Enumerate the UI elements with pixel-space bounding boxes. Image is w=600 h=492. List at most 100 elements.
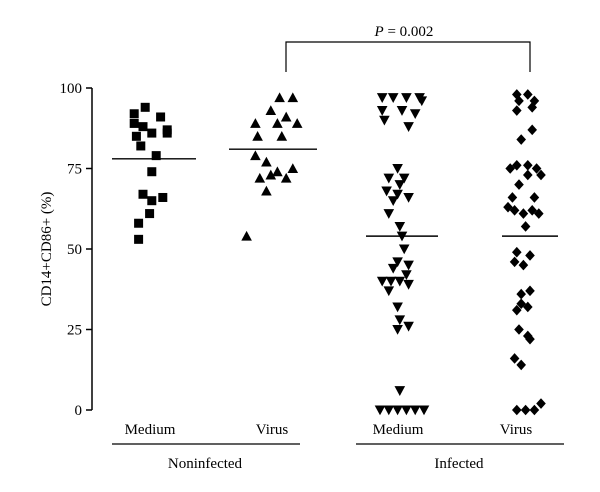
- data-point-diamond: [509, 205, 520, 216]
- data-point-triangle-down: [374, 405, 386, 416]
- data-point-square: [162, 128, 172, 138]
- data-points: [129, 89, 546, 416]
- data-point-triangle-down: [392, 257, 403, 268]
- category-label-infected-medium: Medium: [373, 422, 424, 438]
- data-point-diamond: [512, 246, 522, 258]
- data-point-diamond: [518, 259, 529, 271]
- data-point-triangle-up: [261, 185, 272, 196]
- data-point-square: [134, 234, 144, 244]
- data-point-triangle-down: [416, 96, 428, 107]
- data-point-diamond: [516, 134, 526, 145]
- data-point-triangle-down: [401, 405, 412, 416]
- data-point-diamond: [523, 301, 533, 313]
- data-point-triangle-down: [392, 302, 403, 313]
- category-labels: Medium Virus Medium Virus: [125, 422, 533, 438]
- data-point-triangle-down: [387, 93, 399, 103]
- data-point-square: [136, 141, 146, 151]
- data-point-triangle-down: [387, 263, 399, 274]
- data-point-triangle-down: [403, 321, 414, 332]
- data-point-diamond: [531, 163, 542, 174]
- median-lines: [112, 148, 558, 237]
- y-tick-label: 100: [60, 81, 83, 97]
- data-point-triangle-up: [265, 105, 277, 116]
- data-point-diamond: [514, 324, 524, 335]
- data-point-triangle-up: [280, 172, 292, 183]
- data-point-triangle-up: [276, 131, 288, 141]
- data-point-square: [145, 209, 155, 219]
- data-point-triangle-down: [392, 325, 403, 335]
- data-point-diamond: [520, 221, 531, 232]
- data-point-triangle-down: [392, 164, 403, 174]
- data-point-square: [158, 192, 168, 202]
- data-point-diamond: [503, 201, 513, 213]
- data-point-triangle-down: [387, 196, 399, 206]
- data-point-diamond: [523, 89, 533, 100]
- data-point-triangle-down: [403, 260, 414, 271]
- data-point-square: [156, 112, 166, 122]
- data-point-square: [138, 189, 148, 199]
- data-point-triangle-down: [396, 231, 408, 242]
- data-point-triangle-down: [376, 276, 388, 287]
- data-point-triangle-down: [379, 115, 390, 126]
- y-tick-label: 25: [67, 323, 82, 339]
- data-point-diamond: [514, 95, 524, 107]
- data-point-diamond: [516, 288, 526, 300]
- y-tick-label: 0: [75, 403, 83, 419]
- data-point-square: [138, 122, 148, 132]
- data-point-triangle-down: [392, 189, 403, 200]
- data-point-square: [151, 151, 161, 161]
- data-point-square: [147, 167, 157, 177]
- data-point-diamond: [529, 192, 540, 203]
- data-point-diamond: [527, 124, 537, 136]
- data-point-diamond: [527, 102, 537, 113]
- y-tick-label: 50: [67, 242, 82, 258]
- data-point-triangle-down: [409, 405, 421, 416]
- data-point-diamond: [525, 333, 535, 345]
- data-point-triangle-up: [287, 163, 299, 173]
- data-point-triangle-down: [381, 186, 392, 197]
- data-point-diamond: [512, 404, 522, 416]
- data-point-diamond: [505, 163, 515, 174]
- data-point-diamond: [512, 105, 522, 116]
- data-point-triangle-down: [383, 209, 395, 219]
- data-point-diamond: [534, 208, 544, 219]
- data-point-diamond: [523, 159, 533, 171]
- data-point-triangle-up: [280, 111, 292, 122]
- data-point-diamond: [516, 359, 526, 371]
- data-point-square: [131, 131, 141, 141]
- data-point-triangle-up: [261, 156, 272, 167]
- data-point-triangle-up: [265, 169, 277, 180]
- data-point-square: [129, 118, 139, 128]
- data-point-triangle-down: [401, 93, 412, 103]
- data-point-diamond: [514, 179, 524, 190]
- data-point-triangle-down: [385, 276, 397, 287]
- data-point-diamond: [525, 250, 535, 261]
- category-label-noninfected-medium: Medium: [125, 422, 176, 438]
- data-point-square: [134, 218, 144, 228]
- data-point-triangle-down: [403, 279, 414, 290]
- y-tick-label: 75: [67, 162, 82, 178]
- data-point-square: [147, 128, 157, 138]
- data-point-diamond: [509, 353, 520, 364]
- data-point-diamond: [509, 256, 520, 268]
- data-point-triangle-up: [291, 118, 303, 128]
- data-point-triangle-down: [376, 106, 388, 116]
- data-point-square: [129, 109, 139, 119]
- data-point-triangle-down: [403, 122, 414, 132]
- data-point-triangle-down: [394, 180, 406, 190]
- data-point-triangle-up: [250, 118, 261, 128]
- group-label-infected: Infected: [434, 456, 484, 472]
- data-point-triangle-down: [398, 173, 410, 184]
- data-point-triangle-down: [394, 276, 406, 287]
- data-point-square: [140, 102, 150, 112]
- category-label-noninfected-virus: Virus: [256, 422, 289, 438]
- data-point-triangle-down: [398, 244, 410, 255]
- data-point-diamond: [520, 404, 531, 416]
- data-point-triangle-down: [394, 221, 406, 232]
- data-point-triangle-down: [418, 405, 430, 416]
- data-point-triangle-down: [401, 270, 412, 281]
- data-point-triangle-down: [394, 386, 406, 396]
- data-point-diamond: [529, 404, 540, 416]
- p-value-annotation: P = 0.002: [374, 24, 434, 40]
- data-point-triangle-up: [274, 92, 285, 103]
